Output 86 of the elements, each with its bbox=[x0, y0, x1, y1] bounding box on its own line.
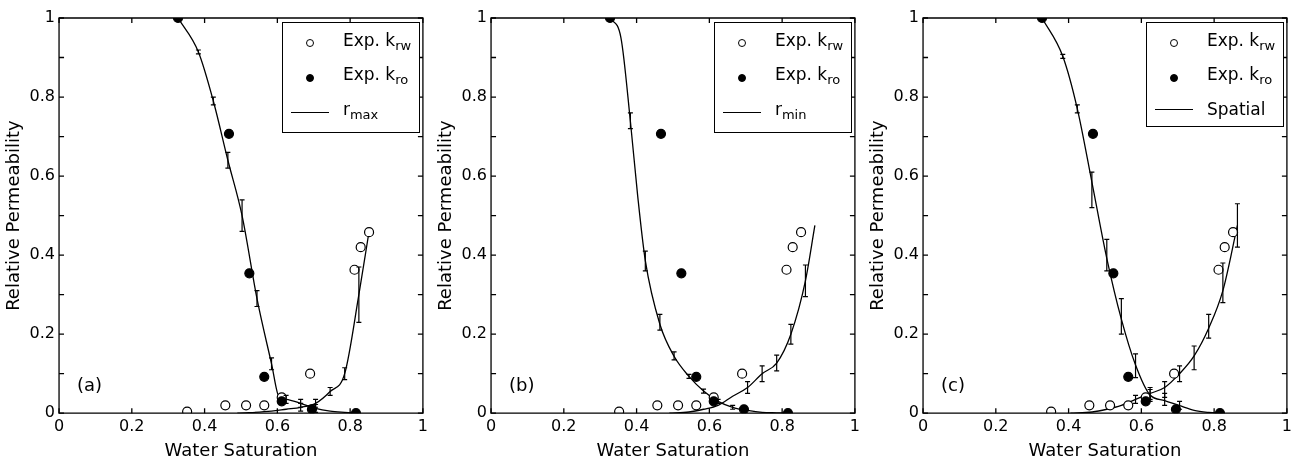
y-tick-label: 0.4 bbox=[893, 244, 920, 264]
point bbox=[672, 400, 684, 411]
legend-label: Exp. k$_{ro}$ bbox=[774, 63, 841, 90]
x-tick-label: 1 bbox=[849, 415, 860, 435]
y-tick-label: 0.2 bbox=[893, 323, 920, 343]
point bbox=[1170, 404, 1182, 414]
point bbox=[1140, 396, 1151, 407]
point bbox=[691, 371, 702, 382]
point bbox=[244, 268, 255, 279]
point bbox=[655, 128, 667, 139]
point bbox=[614, 406, 625, 414]
x-tick-label: 0.8 bbox=[1201, 415, 1227, 435]
annotation: (a) bbox=[77, 374, 103, 396]
x-tick-label: 1 bbox=[417, 415, 428, 435]
point bbox=[1227, 227, 1239, 238]
y-tick-label: 0.4 bbox=[29, 244, 56, 264]
x-tick-label: 0.4 bbox=[1055, 415, 1082, 435]
point bbox=[1104, 400, 1116, 411]
x-tick-label: 0.8 bbox=[769, 415, 795, 435]
legend-label: Exp. k$_{ro}$ bbox=[342, 63, 409, 90]
point bbox=[1087, 128, 1099, 139]
legend-label: r$_{min}$ bbox=[774, 97, 807, 125]
point bbox=[1108, 268, 1119, 279]
point bbox=[1084, 400, 1095, 411]
point bbox=[1213, 264, 1224, 275]
point bbox=[259, 371, 270, 382]
legend-label: Exp. k$_{rw}$ bbox=[1206, 29, 1276, 56]
y-axis-title: Relative Permeability bbox=[2, 120, 24, 311]
annotation: (b) bbox=[509, 374, 535, 396]
x-tick-label: 0.2 bbox=[119, 415, 145, 435]
y-tick-label: 0.8 bbox=[29, 86, 56, 106]
x-tick-label: 0.8 bbox=[337, 415, 363, 435]
y-tick-label: 0.8 bbox=[893, 86, 920, 106]
point bbox=[363, 227, 375, 238]
point bbox=[220, 400, 231, 411]
y-tick-label: 0.6 bbox=[893, 165, 920, 185]
point bbox=[182, 406, 193, 414]
y-tick-label: 0.4 bbox=[461, 244, 488, 264]
y-axis-title: Relative Permeability bbox=[866, 120, 888, 311]
point bbox=[240, 400, 252, 411]
x-tick-label: 0.6 bbox=[1128, 415, 1155, 435]
point bbox=[305, 368, 316, 379]
point bbox=[1046, 406, 1057, 414]
y-tick-label: 0.6 bbox=[29, 165, 56, 185]
x-tick-label: 0.2 bbox=[983, 415, 1009, 435]
legend-label: Spatial bbox=[1206, 97, 1266, 121]
point bbox=[1123, 400, 1134, 411]
y-tick-label: 1 bbox=[476, 7, 488, 27]
point bbox=[795, 227, 807, 238]
x-tick-label: 0.6 bbox=[264, 415, 291, 435]
point bbox=[1219, 242, 1230, 253]
y-tick-label: 1 bbox=[44, 7, 56, 27]
x-axis-title: Water Saturation bbox=[596, 438, 750, 460]
y-tick-label: 1 bbox=[908, 7, 920, 27]
annotation: (c) bbox=[941, 374, 965, 396]
legend-label: r$_{max}$ bbox=[342, 97, 379, 125]
y-tick-label: 0 bbox=[476, 402, 488, 422]
x-axis-title: Water Saturation bbox=[164, 438, 318, 460]
point bbox=[781, 264, 792, 275]
legend-label: Exp. k$_{rw}$ bbox=[774, 29, 844, 56]
point bbox=[355, 242, 366, 253]
point bbox=[223, 128, 235, 139]
x-tick-label: 0.2 bbox=[551, 415, 577, 435]
legend-label: Exp. k$_{ro}$ bbox=[1206, 63, 1273, 90]
legend-label: Exp. k$_{rw}$ bbox=[342, 29, 412, 56]
y-tick-label: 0 bbox=[908, 402, 920, 422]
y-tick-label: 0.6 bbox=[461, 165, 488, 185]
point bbox=[787, 242, 798, 253]
point bbox=[691, 400, 702, 411]
y-tick-label: 0 bbox=[44, 402, 56, 422]
point bbox=[676, 268, 687, 279]
x-axis-title: Water Saturation bbox=[1028, 438, 1182, 460]
y-axis-title: Relative Permeability bbox=[434, 120, 456, 311]
point bbox=[652, 400, 663, 411]
x-tick-label: 0.4 bbox=[191, 415, 218, 435]
point bbox=[738, 404, 750, 414]
point bbox=[1169, 368, 1180, 379]
x-tick-label: 0.4 bbox=[623, 415, 650, 435]
y-tick-label: 0.8 bbox=[461, 86, 488, 106]
y-tick-label: 0.2 bbox=[461, 323, 488, 343]
x-tick-label: 0.6 bbox=[696, 415, 723, 435]
point bbox=[737, 368, 748, 379]
point bbox=[259, 400, 270, 411]
y-tick-label: 0.2 bbox=[29, 323, 56, 343]
x-tick-label: 1 bbox=[1281, 415, 1292, 435]
point bbox=[1123, 371, 1134, 382]
